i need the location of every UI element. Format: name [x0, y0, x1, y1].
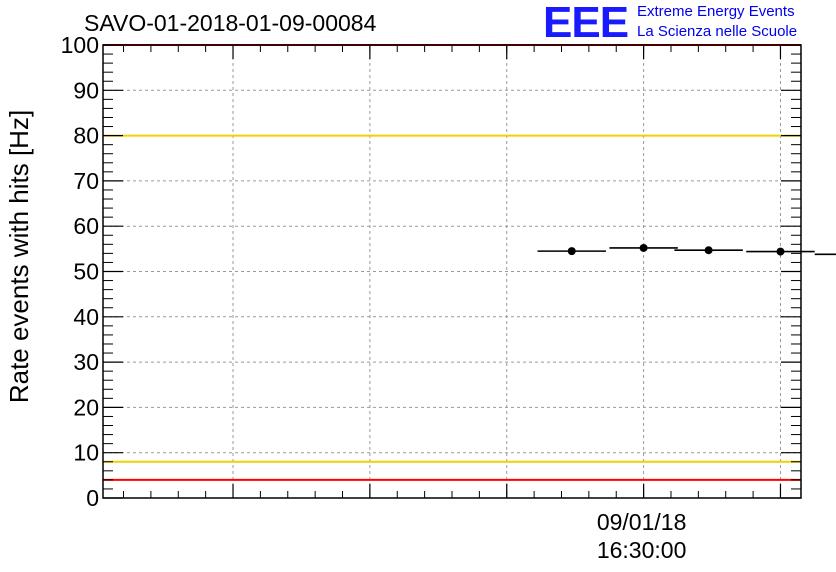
- y-axis-label: Rate events with hits [Hz]: [4, 110, 34, 403]
- data-point: [639, 243, 648, 252]
- grid-lines: [103, 45, 801, 498]
- data-points: [537, 243, 836, 256]
- data-point: [567, 247, 576, 256]
- y-tick-label: 100: [61, 32, 99, 58]
- y-tick-label: 60: [73, 213, 99, 239]
- y-tick-label: 50: [73, 259, 99, 285]
- eee-logo: EEE: [543, 0, 629, 47]
- reference-lines: [103, 44, 801, 481]
- y-tick-label: 10: [73, 440, 99, 466]
- y-tick-label: 30: [73, 349, 99, 375]
- y-tick-label: 70: [73, 168, 99, 194]
- y-tick-label: 0: [86, 485, 99, 511]
- axis-labels: 010203040506070809010009/01/1816:30:0009…: [4, 32, 687, 563]
- data-point: [776, 247, 785, 256]
- chart-title: SAVO-01-2018-01-09-00084: [84, 10, 377, 36]
- x-tick-label-time: 16:30:00: [597, 537, 687, 563]
- data-point: [704, 246, 713, 255]
- logo-text-line1: Extreme Energy Events: [637, 3, 795, 20]
- y-tick-label: 20: [73, 394, 99, 420]
- y-tick-label: 40: [73, 304, 99, 330]
- x-tick-label-date: 09/01/18: [597, 509, 687, 535]
- y-tick-label: 90: [73, 77, 99, 103]
- axis-ticks: [103, 44, 801, 499]
- logo-text-line2: La Scienza nelle Scuole: [637, 23, 798, 40]
- y-tick-label: 80: [73, 123, 99, 149]
